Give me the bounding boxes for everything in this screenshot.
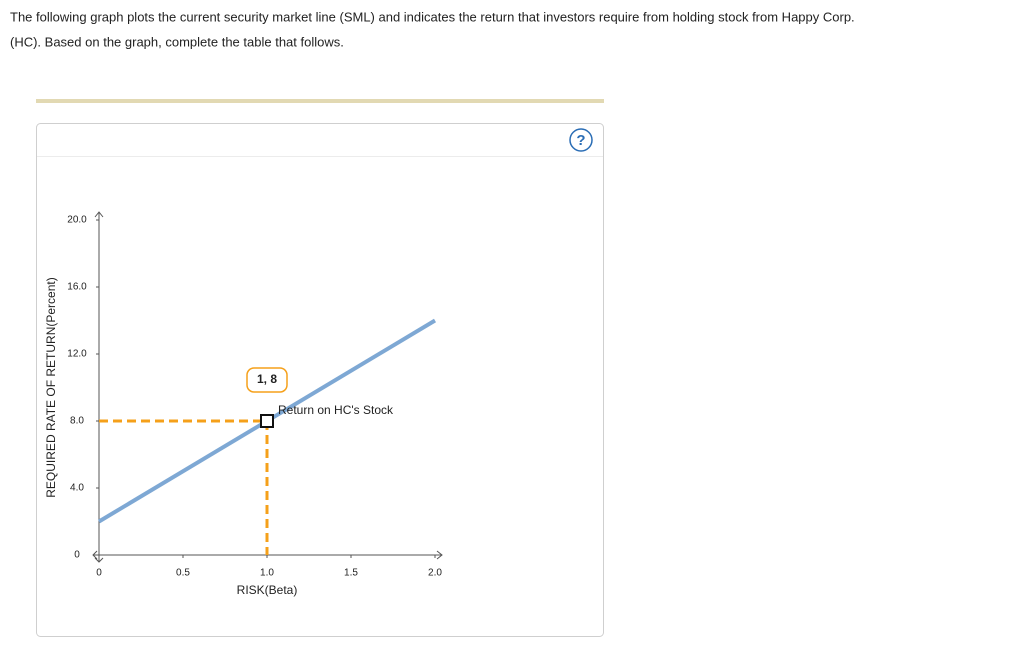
x-tick-label: 1.5 [344,568,358,579]
y-tick-label: 0 [74,550,80,561]
axis-arrow [436,550,443,560]
x-axis-label: RISK(Beta) [237,583,298,597]
instruction-line: The following graph plots the current se… [10,9,855,24]
axis-arrow [94,557,104,563]
instruction-line: (HC). Based on the graph, complete the t… [10,34,344,49]
help-circle[interactable] [569,128,593,152]
y-tick-label: 4.0 [70,483,84,494]
y-tick-label: 12.0 [67,349,87,360]
help-button[interactable]: ? [569,128,593,152]
y-axis-label: REQUIRED RATE OF RETURN(Percent) [44,277,58,497]
help-icon[interactable]: ? [576,132,585,149]
x-tick-label: 0.5 [176,568,190,579]
axis-arrow [94,211,104,218]
point-label: 1, 8 [257,372,277,386]
graph-panel [36,123,604,637]
plot: 0 4.0 8.0 12.0 16.0 20.0 0 0.5 1.0 1.5 2.0 RISK(Bet… [44,211,443,597]
point-marker [260,414,274,428]
x-tick-label: 0 [96,568,102,579]
y-tick-label: 16.0 [67,282,87,293]
x-tick-label: 2.0 [428,568,442,579]
divider [36,99,604,103]
point-label-box [246,367,288,393]
axis-arrow [92,550,98,560]
y-tick-label: 8.0 [70,416,84,427]
point-annotation: Return on HC's Stock [278,403,394,417]
x-tick-label: 1.0 [260,568,274,579]
y-tick-label: 20.0 [67,215,87,226]
